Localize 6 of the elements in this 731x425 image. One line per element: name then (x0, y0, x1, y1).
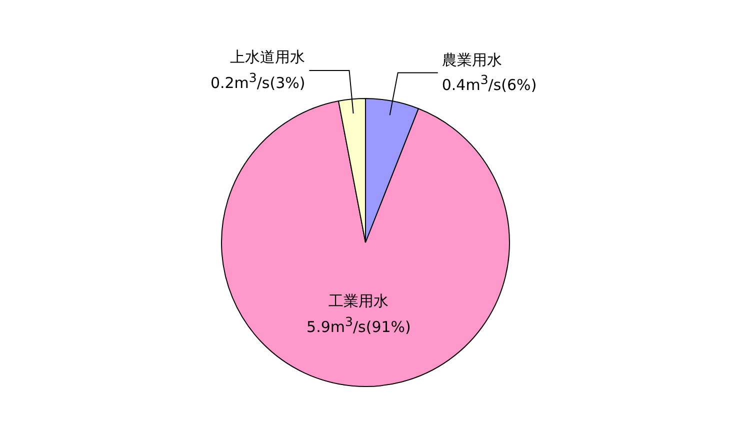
data-label: 0.4m$^{3}$/s(6%) (442, 71, 537, 96)
slice-label: 工業用水 (328, 291, 390, 312)
slice-label: 上水道用水 (229, 47, 306, 68)
data-label: 5.9m$^{3}$/s(91%) (306, 312, 411, 338)
data-label: 0.2m$^{3}$/s(3%) (210, 68, 306, 94)
slice-label: 農業用水 (442, 50, 503, 71)
